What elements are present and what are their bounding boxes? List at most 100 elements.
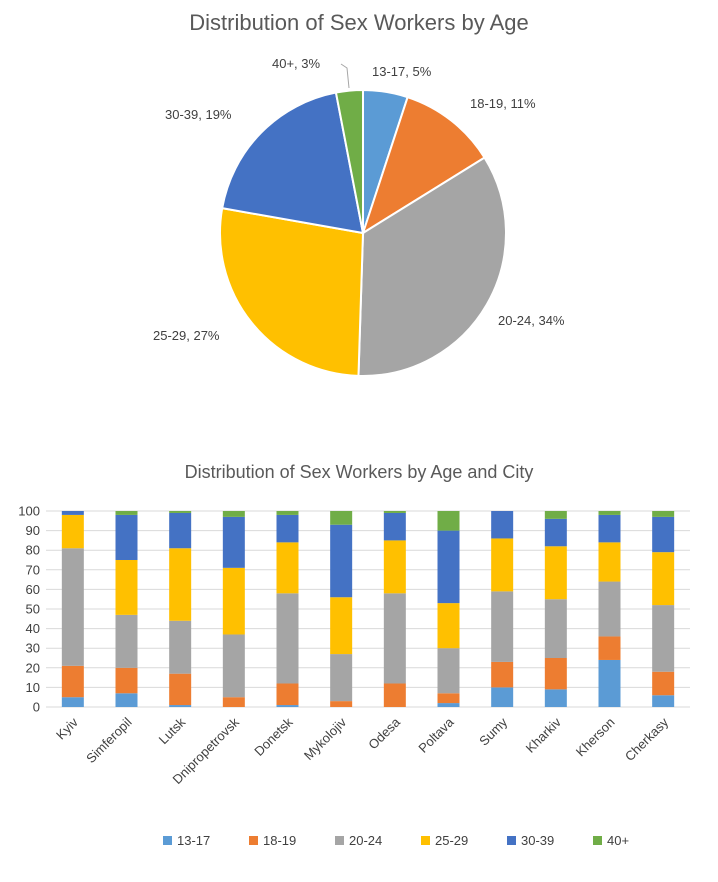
- legend-label-30-39: 30-39: [521, 833, 554, 848]
- bar-segment-Dnipropetrovsk-40+: [222, 511, 245, 517]
- pie-slice-18-19: [361, 95, 486, 236]
- bar-segment-Kyiv-30-39: [61, 511, 84, 515]
- legend-swatch-18-19: [249, 836, 258, 845]
- x-tick-label-Odesa: Odesa: [365, 714, 403, 752]
- bar-segment-Kherson-20-24: [598, 581, 621, 637]
- legend-swatch-20-24: [335, 836, 344, 845]
- bar-segment-Dnipropetrovsk-18-19: [222, 697, 245, 707]
- bar-segment-Mykolojiv-25-29: [330, 597, 353, 655]
- bar-segment-Mykolojiv-40+: [330, 511, 353, 525]
- bar-segment-Poltava-20-24: [437, 648, 460, 694]
- bar-segment-Sumy-18-19: [491, 661, 514, 688]
- bar-segment-Poltava-25-29: [437, 603, 460, 649]
- x-tick-label-Cherkasy: Cherkasy: [622, 714, 672, 764]
- y-tick-label: 50: [26, 602, 40, 617]
- legend-swatch-40+: [593, 836, 602, 845]
- bar-segment-Kharkiv-18-19: [544, 658, 567, 690]
- bar-segment-Kherson-18-19: [598, 636, 621, 660]
- bar-segment-Donetsk-40+: [276, 511, 299, 515]
- bar-segment-Lutsk-40+: [169, 511, 192, 513]
- x-tick-label-Kherson: Kherson: [573, 715, 618, 760]
- legend-label-18-19: 18-19: [263, 833, 296, 848]
- y-tick-label: 60: [26, 582, 40, 597]
- bar-segment-Simferopil-25-29: [115, 560, 138, 615]
- bar-segment-Cherkasy-13-17: [652, 695, 675, 707]
- y-tick-label: 10: [26, 680, 40, 695]
- bar-segment-Poltava-30-39: [437, 530, 460, 604]
- pie-data-label-20-24: 20-24, 34%: [498, 313, 565, 328]
- bar-segment-Donetsk-30-39: [276, 514, 299, 543]
- bar-segment-Donetsk-25-29: [276, 542, 299, 594]
- bar-segment-Cherkasy-40+: [652, 511, 675, 517]
- pie-slice-40+: [334, 88, 364, 234]
- legend-label-25-29: 25-29: [435, 833, 468, 848]
- bar-segment-Simferopil-30-39: [115, 514, 138, 560]
- y-tick-label: 30: [26, 641, 40, 656]
- x-tick-label-Donetsk: Donetsk: [251, 714, 296, 759]
- x-tick-label-Mykolojiv: Mykolojiv: [301, 714, 350, 763]
- bar-segment-Simferopil-18-19: [115, 667, 138, 694]
- bar-segment-Kharkiv-30-39: [544, 518, 567, 547]
- bar-segment-Sumy-30-39: [491, 511, 514, 539]
- bar-segment-Donetsk-20-24: [276, 593, 299, 684]
- pie-data-label-30-39: 30-39, 19%: [165, 107, 232, 122]
- bar-segment-Lutsk-13-17: [169, 705, 192, 707]
- bar-segment-Cherkasy-30-39: [652, 516, 675, 553]
- legend-label-20-24: 20-24: [349, 833, 382, 848]
- bar-segment-Lutsk-30-39: [169, 512, 192, 549]
- y-tick-label: 40: [26, 621, 40, 636]
- bar-segment-Kyiv-18-19: [61, 665, 84, 698]
- bar-segment-Kyiv-13-17: [61, 697, 84, 707]
- bar-segment-Kharkiv-40+: [544, 511, 567, 519]
- legend-swatch-13-17: [163, 836, 172, 845]
- pie-data-label-18-19: 18-19, 11%: [470, 96, 536, 111]
- bar-segment-Kyiv-20-24: [61, 548, 84, 666]
- pie-slice-20-24: [357, 156, 507, 377]
- bar-segment-Donetsk-13-17: [276, 705, 299, 707]
- bar-segment-Odesa-18-19: [383, 683, 406, 707]
- legend-label-40+: 40+: [607, 833, 629, 848]
- bar-segment-Odesa-40+: [383, 511, 406, 513]
- bar-segment-Donetsk-18-19: [276, 683, 299, 706]
- pie-data-label-13-17: 13-17, 5%: [372, 64, 432, 79]
- y-tick-label: 100: [18, 504, 40, 519]
- bar-segment-Simferopil-20-24: [115, 614, 138, 668]
- bar-segment-Sumy-20-24: [491, 591, 514, 662]
- y-tick-label: 70: [26, 562, 40, 577]
- pie-chart: 13-17, 5% 18-19, 11% 20-24, 34% 25-29, 27% 3…: [153, 56, 565, 377]
- pie-data-label-25-29: 25-29, 27%: [153, 328, 220, 343]
- pie-slice-30-39: [221, 91, 365, 235]
- x-tick-label-Poltava: Poltava: [415, 714, 457, 756]
- y-tick-label: 0: [33, 700, 40, 715]
- bar-segment-Odesa-30-39: [383, 512, 406, 541]
- bar-segment-Dnipropetrovsk-25-29: [222, 567, 245, 635]
- bar-segment-Kyiv-25-29: [61, 514, 84, 549]
- pie-data-label-40+: 40+, 3%: [272, 56, 321, 71]
- x-tick-label-Lutsk: Lutsk: [156, 714, 189, 747]
- bar-segment-Simferopil-40+: [115, 511, 138, 515]
- bar-segment-Mykolojiv-30-39: [330, 524, 353, 598]
- bar-segment-Lutsk-20-24: [169, 620, 192, 674]
- legend-swatch-25-29: [421, 836, 430, 845]
- x-tick-label-Kyiv: Kyiv: [53, 714, 81, 742]
- bar-segment-Kherson-30-39: [598, 514, 621, 543]
- bar-segment-Simferopil-13-17: [115, 693, 138, 707]
- bar-segment-Poltava-13-17: [437, 703, 460, 707]
- bar-segment-Cherkasy-25-29: [652, 552, 675, 606]
- bar-segment-Mykolojiv-20-24: [330, 654, 353, 702]
- bar-segment-Cherkasy-18-19: [652, 671, 675, 696]
- pie-leader-line-40plus: [340, 63, 350, 89]
- legend-swatch-30-39: [507, 836, 516, 845]
- bar-segment-Dnipropetrovsk-20-24: [222, 634, 245, 698]
- stacked-bar-chart: 0 10 20 30 40 50 60 70 80 90 100 Kyiv Simferopil Luts…: [18, 504, 690, 848]
- bar-segment-Kharkiv-25-29: [544, 546, 567, 600]
- pie-slice-25-29: [219, 207, 365, 377]
- bar-segment-Poltava-40+: [437, 511, 460, 531]
- y-tick-label: 80: [26, 543, 40, 558]
- legend-label-13-17: 13-17: [177, 833, 210, 848]
- bar-segment-Lutsk-25-29: [169, 548, 192, 621]
- bar-segment-Kherson-40+: [598, 511, 621, 515]
- bar-segment-Kherson-25-29: [598, 542, 621, 582]
- x-tick-label-Sumy: Sumy: [476, 714, 510, 748]
